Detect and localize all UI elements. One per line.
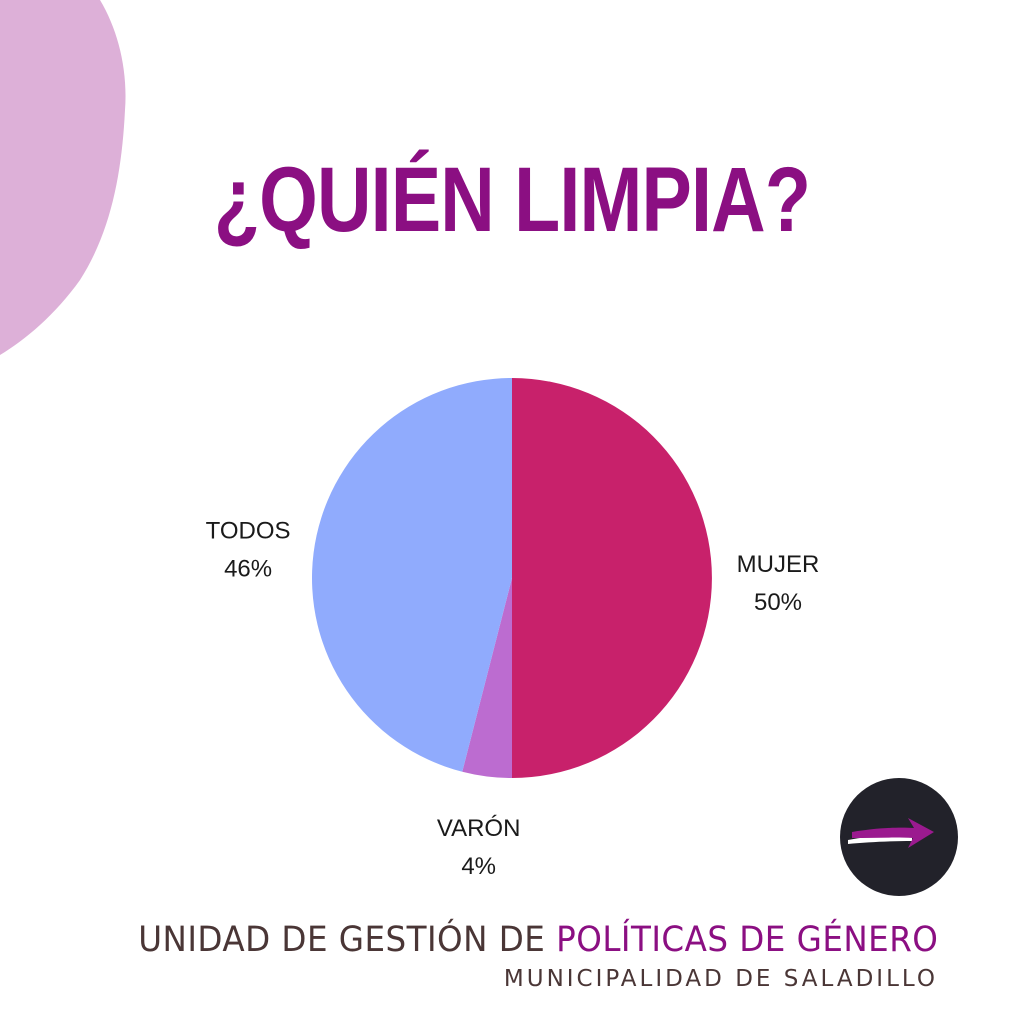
pie-slice-varón (462, 578, 512, 778)
footer-municipality: MUNICIPALIDAD DE SALADILLO (503, 966, 938, 992)
footer-policy-text: POLÍTICAS DE GÉNERO (555, 920, 938, 960)
pie-label-todos: TODOS 46% (206, 518, 291, 583)
pie-label-mujer: MUJER 50% (737, 551, 820, 616)
pie-chart: MUJER 50% VARÓN 4% TODOS 46% (206, 378, 820, 880)
pie-label-name: MUJER (737, 551, 820, 578)
footer-unit-text: UNIDAD DE GESTIÓN DE (137, 920, 556, 960)
pie-slice-todos (311, 378, 512, 772)
decorative-blob (0, 0, 126, 355)
pie-label-percent: 4% (461, 853, 496, 880)
pie-label-percent: 50% (754, 589, 802, 616)
page-title: ¿QUIÉN LIMPIA? (213, 149, 811, 251)
footer-organization: UNIDAD DE GESTIÓN DE POLÍTICAS DE GÉNERO (138, 920, 938, 960)
pie-label-name: TODOS (206, 518, 291, 545)
pie-label-percent: 46% (224, 556, 272, 583)
logo-badge (840, 778, 958, 896)
arrow-icon (848, 818, 934, 848)
pie-slice-mujer (512, 378, 712, 778)
pie-label-varón: VARÓN 4% (437, 815, 521, 880)
pie-label-name: VARÓN (437, 815, 521, 842)
